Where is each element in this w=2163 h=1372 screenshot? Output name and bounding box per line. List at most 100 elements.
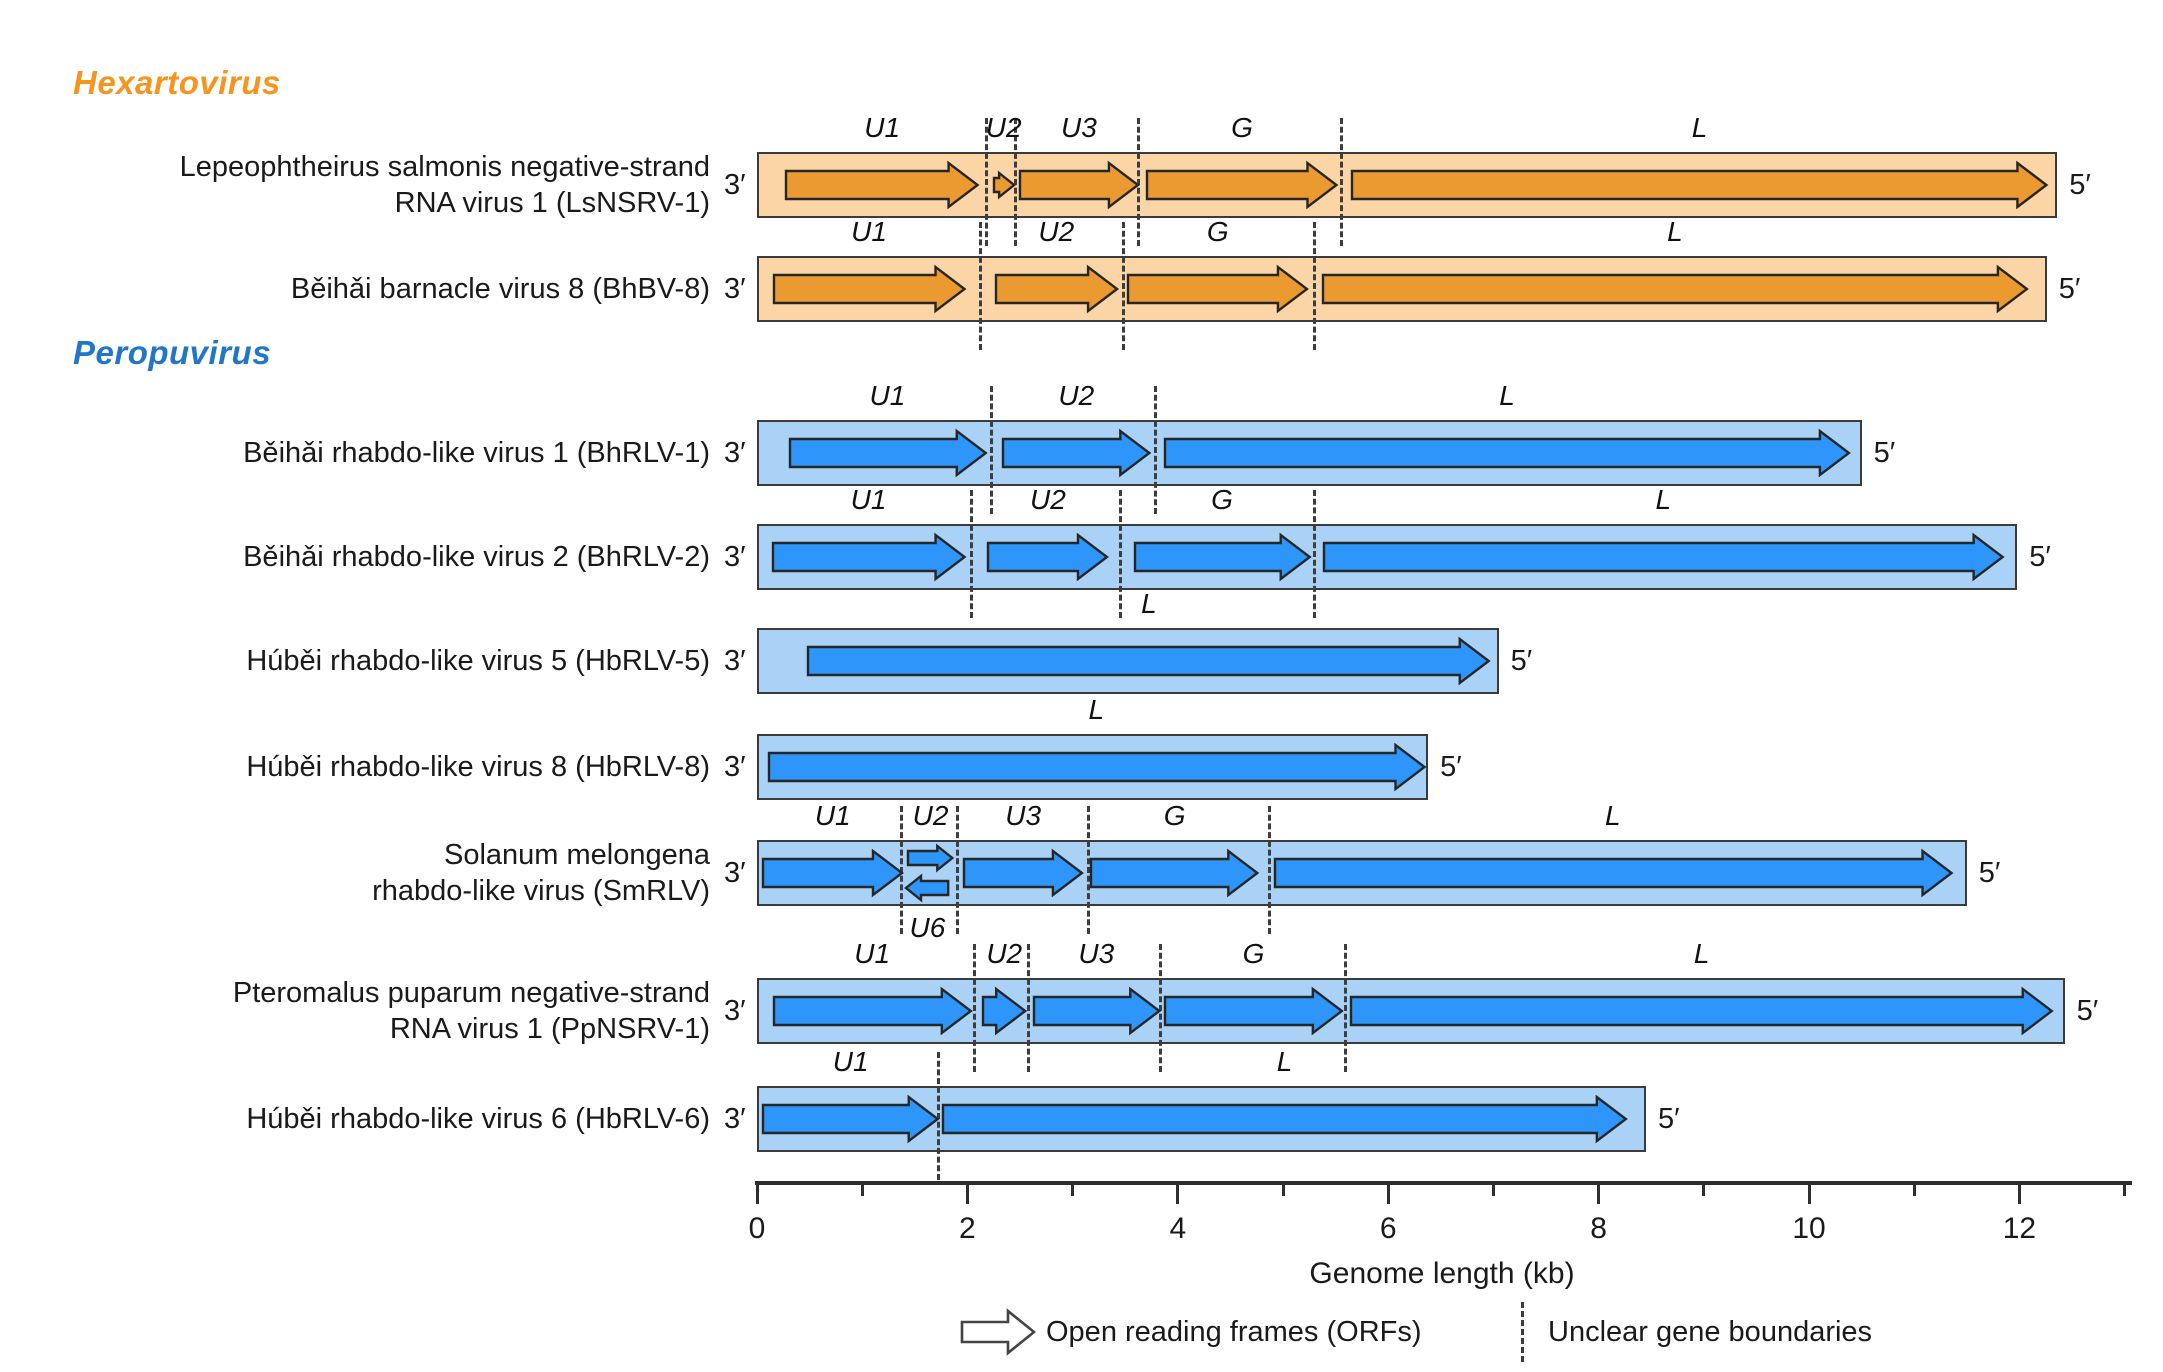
- gene-boundary-line: [1313, 490, 1317, 618]
- three-prime-label: 3′: [724, 995, 746, 1027]
- orf-arrow-l: [1350, 986, 2055, 1036]
- axis-minor-tick: [1912, 1183, 1916, 1196]
- orf-label: U1: [854, 938, 891, 969]
- orf-label: L: [1605, 800, 1621, 831]
- gene-boundary-line: [984, 118, 988, 246]
- orf-arrow-u3: [1032, 986, 1161, 1036]
- virus-name-line: Běihǎi barnacle virus 8 (BhBV-8): [290, 273, 710, 305]
- gene-boundary-line: [1159, 944, 1163, 1072]
- virus-name-line: rhabdo-like virus (SmRLV): [372, 875, 710, 907]
- five-prime-label: 5′: [2029, 541, 2051, 573]
- orf-label: G: [1206, 216, 1229, 247]
- three-prime-label: 3′: [724, 541, 746, 573]
- orf-arrow-u1: [762, 1094, 940, 1144]
- axis-tick-label: 4: [1169, 1212, 1187, 1245]
- gene-boundary-line: [1343, 944, 1347, 1072]
- orf-label: U1: [814, 800, 851, 831]
- axis-major-tick: [1176, 1183, 1180, 1204]
- orf-label: U3: [1078, 938, 1115, 969]
- gene-boundary-line: [978, 222, 982, 350]
- group-header-peropuvirus: Peropuvirus: [73, 334, 272, 371]
- gene-boundary-line: [970, 490, 974, 618]
- orf-arrow-u3: [962, 848, 1085, 898]
- orf-label: U2: [986, 938, 1023, 969]
- gene-boundary-line: [1121, 222, 1125, 350]
- orf-arrow-g: [1133, 532, 1312, 582]
- gene-boundary-line: [1154, 386, 1158, 514]
- orf-arrow-l: [767, 742, 1427, 792]
- gene-boundary-line: [956, 806, 960, 934]
- orf-label: U1: [851, 216, 887, 247]
- three-prime-label: 3′: [724, 437, 746, 469]
- virus-name-line: Húběi rhabdo-like virus 6 (HbRLV-6): [246, 1103, 710, 1135]
- axis-major-tick: [2017, 1183, 2021, 1204]
- orf-label: U3: [1005, 800, 1042, 831]
- axis-minor-tick: [2123, 1183, 2127, 1196]
- virus-name: Húběi rhabdo-like virus 8 (HbRLV-8): [60, 749, 710, 785]
- orf-label: L: [1141, 588, 1157, 619]
- orf-label: L: [1276, 1046, 1293, 1077]
- gene-boundary-line: [1014, 118, 1018, 246]
- axis-tick-label: 10: [1792, 1212, 1826, 1245]
- orf-label: L: [1499, 380, 1515, 411]
- orf-label: U3: [1061, 112, 1097, 143]
- virus-name-line: Běihǎi rhabdo-like virus 1 (BhRLV-1): [243, 437, 710, 469]
- gene-boundary-line: [1119, 490, 1123, 618]
- gene-boundary-line: [1313, 222, 1317, 350]
- orf-label: G: [1231, 112, 1253, 143]
- orf-arrow-u1: [762, 848, 905, 898]
- boundary-legend-icon: [1521, 1302, 1524, 1362]
- three-prime-label: 3′: [724, 169, 746, 201]
- orf-arrow-l: [807, 636, 1492, 686]
- three-prime-label: 3′: [724, 273, 746, 305]
- gene-boundary-line: [990, 386, 994, 514]
- orf-arrow-l: [1163, 428, 1851, 478]
- virus-name-line: Húběi rhabdo-like virus 8 (HbRLV-8): [246, 751, 710, 783]
- virus-name-line: Pteromalus puparum negative-strand: [232, 977, 710, 1009]
- orf-arrow-l: [1322, 532, 2005, 582]
- orf-arrow-u2: [992, 170, 1016, 200]
- orf-legend-icon: [960, 1308, 1037, 1356]
- five-prime-label: 5′: [2076, 995, 2099, 1027]
- five-prime-label: 5′: [2069, 169, 2091, 201]
- five-prime-label: 5′: [1873, 437, 1896, 469]
- three-prime-label: 3′: [724, 751, 746, 783]
- virus-name-line: Solanum melongena: [443, 839, 710, 871]
- virus-name: Běihǎi rhabdo-like virus 2 (BhRLV-2): [60, 539, 710, 575]
- orf-arrow-u2: [987, 532, 1110, 582]
- orf-arrow-u1: [772, 986, 973, 1036]
- boundary-legend-label: Unclear gene boundaries: [1548, 1316, 1873, 1348]
- orf-label: U6: [909, 912, 946, 943]
- axis-tick-label: 8: [1590, 1212, 1607, 1245]
- axis-major-tick: [1807, 1183, 1811, 1204]
- five-prime-label: 5′: [2058, 273, 2081, 305]
- orf-arrow-u3: [1018, 160, 1140, 210]
- axis-title: Genome length (kb): [1309, 1257, 1575, 1290]
- three-prime-label: 3′: [724, 645, 746, 677]
- gene-boundary-line: [1137, 118, 1141, 246]
- virus-name: Húběi rhabdo-like virus 6 (HbRLV-6): [60, 1101, 710, 1137]
- orf-arrow-u2: [1001, 428, 1152, 478]
- orf-label: L: [1088, 694, 1105, 725]
- virus-name: Solanum melongena rhabdo-like virus (SmRL…: [60, 837, 710, 909]
- orf-arrow-u1: [785, 160, 980, 210]
- gene-boundary-line: [1267, 806, 1271, 934]
- axis-major-tick: [755, 1183, 759, 1204]
- five-prime-label: 5′: [1657, 1103, 1680, 1135]
- five-prime-label: 5′: [1510, 645, 1533, 677]
- orf-arrow-g: [1090, 848, 1260, 898]
- axis-minor-tick: [1491, 1183, 1495, 1196]
- five-prime-label: 5′: [1978, 857, 2001, 889]
- orf-arrow-g: [1163, 986, 1344, 1036]
- orf-label: L: [1667, 216, 1683, 247]
- orf-label: U1: [832, 1046, 869, 1077]
- three-prime-label: 3′: [724, 857, 746, 889]
- five-prime-label: 5′: [1440, 751, 1462, 783]
- virus-name: Běihǎi rhabdo-like virus 1 (BhRLV-1): [60, 435, 710, 471]
- orf-label: G: [1211, 484, 1233, 515]
- orf-label: U2: [1058, 380, 1095, 411]
- axis-minor-tick: [1281, 1183, 1285, 1196]
- virus-name: Húběi rhabdo-like virus 5 (HbRLV-5): [60, 643, 710, 679]
- orf-arrow-l: [1321, 264, 2029, 314]
